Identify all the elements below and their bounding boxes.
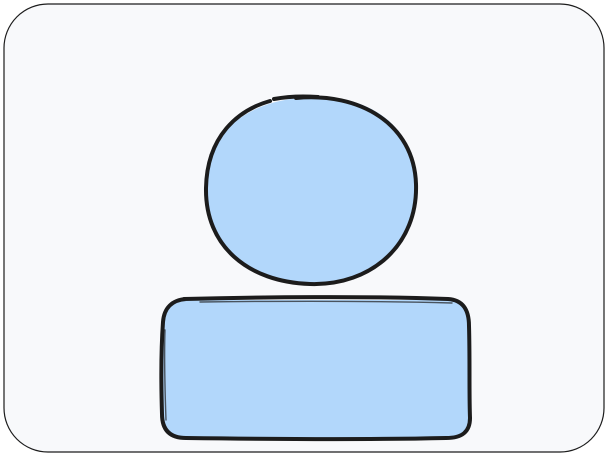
body-fill xyxy=(162,300,470,438)
head-outline xyxy=(203,94,419,287)
head-fill xyxy=(204,96,417,286)
body-outline-sketch xyxy=(163,300,453,421)
body-outline xyxy=(159,295,472,442)
person-icon xyxy=(159,94,472,442)
